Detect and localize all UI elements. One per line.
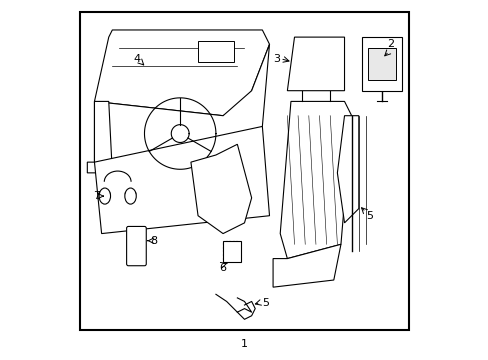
Polygon shape bbox=[287, 37, 344, 91]
Polygon shape bbox=[272, 244, 340, 287]
Polygon shape bbox=[94, 126, 269, 234]
Polygon shape bbox=[94, 30, 269, 116]
Polygon shape bbox=[223, 241, 241, 262]
Bar bbox=[198, 41, 233, 62]
Polygon shape bbox=[190, 144, 251, 234]
FancyBboxPatch shape bbox=[126, 226, 146, 266]
Bar bbox=[367, 48, 395, 80]
Ellipse shape bbox=[99, 188, 110, 204]
Ellipse shape bbox=[124, 188, 136, 204]
Text: 2: 2 bbox=[386, 39, 394, 49]
Text: 6: 6 bbox=[219, 262, 226, 273]
Text: 7: 7 bbox=[93, 191, 100, 201]
Bar bbox=[80, 12, 408, 330]
Polygon shape bbox=[362, 37, 401, 91]
Text: 8: 8 bbox=[149, 236, 157, 246]
Polygon shape bbox=[337, 116, 358, 223]
Text: 1: 1 bbox=[241, 339, 247, 348]
Text: 3: 3 bbox=[273, 54, 280, 64]
Text: 4: 4 bbox=[134, 54, 141, 64]
Polygon shape bbox=[94, 44, 269, 180]
Polygon shape bbox=[280, 102, 351, 258]
Polygon shape bbox=[87, 102, 112, 173]
Text: 5: 5 bbox=[366, 211, 372, 221]
Text: 5: 5 bbox=[262, 298, 269, 308]
